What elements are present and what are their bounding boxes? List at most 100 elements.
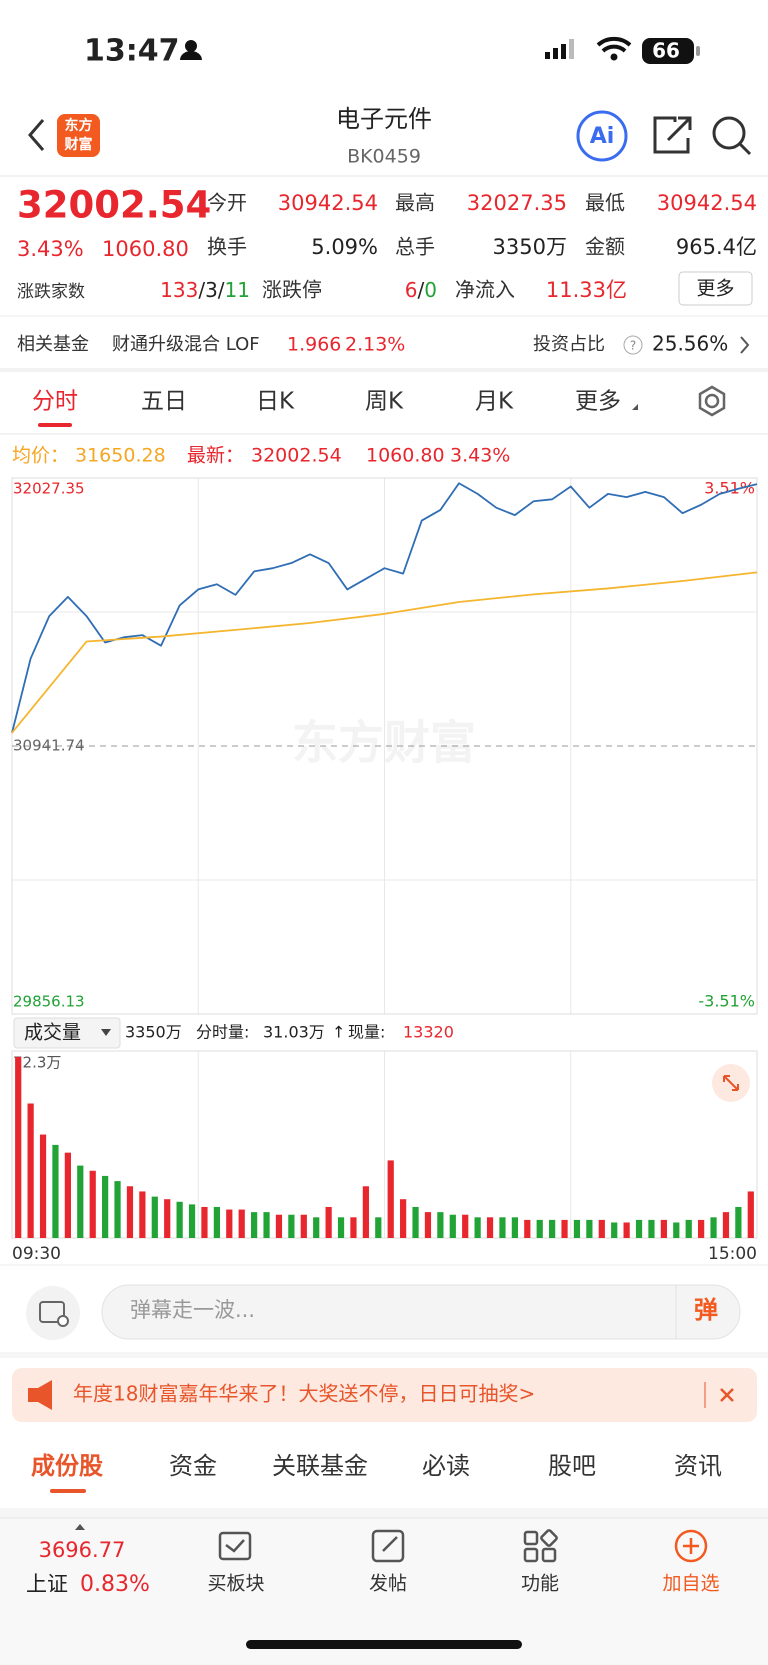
section-tab[interactable]: 资讯 [674, 1452, 722, 1480]
battery-icon: 66 [642, 38, 700, 64]
x-tick-label: 09:30 [12, 1244, 61, 1264]
up-count: 133 [160, 278, 198, 302]
add-watch-icon[interactable] [674, 1529, 708, 1563]
section-tab[interactable]: 成份股 [31, 1452, 103, 1480]
logo-text: 财富 [64, 136, 93, 153]
nav-items: 买板块 发帖 功能 加自选 [207, 1573, 719, 1595]
volume-bar [288, 1214, 295, 1238]
volume-bar [27, 1103, 34, 1238]
board-code: BK0459 [347, 146, 421, 168]
selector-label: 成交量 [24, 1022, 81, 1044]
volume-bar [139, 1191, 146, 1238]
section-tab[interactable]: 资金 [169, 1452, 217, 1480]
volume-selector[interactable]: 成交量 [13, 1017, 121, 1049]
share-button-part [653, 116, 690, 154]
board-icon[interactable] [218, 1531, 252, 1561]
ratio-label: 投资占比 [533, 334, 605, 355]
fund-change: 2.13% [345, 334, 405, 356]
danmaku-button[interactable]: 弹 [694, 1296, 718, 1324]
watermark: 东方财富 [292, 716, 476, 770]
nav-item[interactable]: 发帖 [369, 1573, 407, 1595]
y2-tick-label: -3.51% [698, 992, 755, 1011]
back-button[interactable] [28, 119, 45, 151]
nav-item[interactable]: 加自选 [662, 1573, 719, 1595]
promo-banner-part [28, 1380, 52, 1410]
volume-bar [648, 1219, 655, 1238]
post-icon[interactable] [371, 1529, 405, 1563]
settings-button-part [704, 393, 720, 409]
more-button[interactable]: 更多 [678, 271, 753, 306]
period-tab[interactable]: 更多 [575, 389, 621, 415]
function-icon[interactable] [523, 1529, 558, 1563]
volume-bar [722, 1212, 730, 1238]
function-icon-part [540, 1529, 558, 1547]
volume-bar [635, 1219, 643, 1238]
index-value[interactable]: 3696.77 [39, 1538, 126, 1562]
promo-banner[interactable]: 年度18财富嘉年华来了！大奖送不停，日日可抽奖> [12, 1368, 757, 1422]
help-mark: ? [630, 339, 636, 353]
y-tick-label: 30941.74 [13, 737, 85, 755]
post-icon-part [371, 1529, 405, 1563]
period-tab[interactable]: 月K [475, 389, 514, 415]
person-icon-part [185, 40, 197, 52]
index-change[interactable]: 0.83% [80, 1572, 150, 1597]
search-button-part [712, 116, 746, 150]
expand-button[interactable] [712, 1064, 750, 1102]
period-tab[interactable]: 日K [256, 389, 295, 415]
index-name[interactable]: 上证 [26, 1572, 68, 1596]
field-label: 金额 [585, 235, 625, 259]
volume-bar [449, 1214, 456, 1238]
signal-icon-part [561, 44, 566, 59]
volume-bar [114, 1181, 121, 1238]
function-icon-part [541, 1547, 557, 1563]
wifi-icon [596, 36, 632, 61]
danmaku-toggle-part [57, 1315, 69, 1327]
close-banner[interactable] [720, 1388, 734, 1402]
search-button-part [738, 142, 752, 156]
volume-bar [64, 1152, 71, 1238]
volume-chart: 72.3万 09:30 15:00 [12, 1050, 757, 1264]
field-label: 今开 [207, 191, 247, 215]
volume-bar [201, 1206, 208, 1238]
period-tab[interactable]: 周K [365, 389, 404, 415]
period-tab[interactable]: 分时 [32, 389, 78, 415]
flat-count: 3 [205, 278, 218, 302]
comment-placeholder: 弹幕走一波... [130, 1298, 255, 1322]
volume-bar [735, 1206, 742, 1238]
nav-item[interactable]: 买板块 [207, 1573, 264, 1595]
nav-item[interactable]: 功能 [521, 1573, 559, 1595]
battery-level: 66 [652, 39, 680, 63]
now-label: 现量: [348, 1023, 385, 1042]
wifi-icon-part [610, 53, 618, 61]
danmaku-toggle[interactable] [26, 1286, 80, 1340]
volume-bar [89, 1170, 96, 1238]
volume-bar [499, 1217, 506, 1238]
period-tab[interactable]: 五日 [141, 389, 187, 415]
volume-bar [685, 1219, 692, 1238]
home-indicator [246, 1640, 522, 1649]
section-tab[interactable]: 关联基金 [272, 1452, 368, 1480]
volume-bar [126, 1186, 134, 1238]
section-tabs: 成份股 资金 关联基金 必读 股吧 资讯 [31, 1452, 722, 1480]
fund-name: 财通升级混合 LOF [112, 334, 260, 355]
comment-input[interactable]: 弹幕走一波... 弹 [101, 1284, 741, 1340]
section-tab[interactable]: 股吧 [548, 1452, 596, 1480]
tab-indicator [38, 423, 72, 427]
last-label: 最新： [187, 445, 244, 467]
divider [0, 368, 768, 372]
ai-button[interactable]: Ai [576, 110, 628, 162]
chevron[interactable] [740, 336, 750, 354]
field-value: 32027.35 [467, 191, 567, 215]
search-button[interactable] [712, 116, 752, 156]
help-icon[interactable] [623, 335, 643, 355]
volume-bar [573, 1219, 581, 1238]
danmaku-toggle-part [39, 1301, 65, 1323]
signal-icon [545, 39, 574, 59]
share-button[interactable] [653, 116, 692, 154]
volume-bar [15, 1056, 22, 1238]
volume-bar [462, 1214, 469, 1238]
settings-button-part [698, 385, 726, 417]
ai-button-part [576, 110, 628, 162]
settings-button[interactable] [698, 385, 726, 417]
section-tab[interactable]: 必读 [422, 1452, 470, 1480]
